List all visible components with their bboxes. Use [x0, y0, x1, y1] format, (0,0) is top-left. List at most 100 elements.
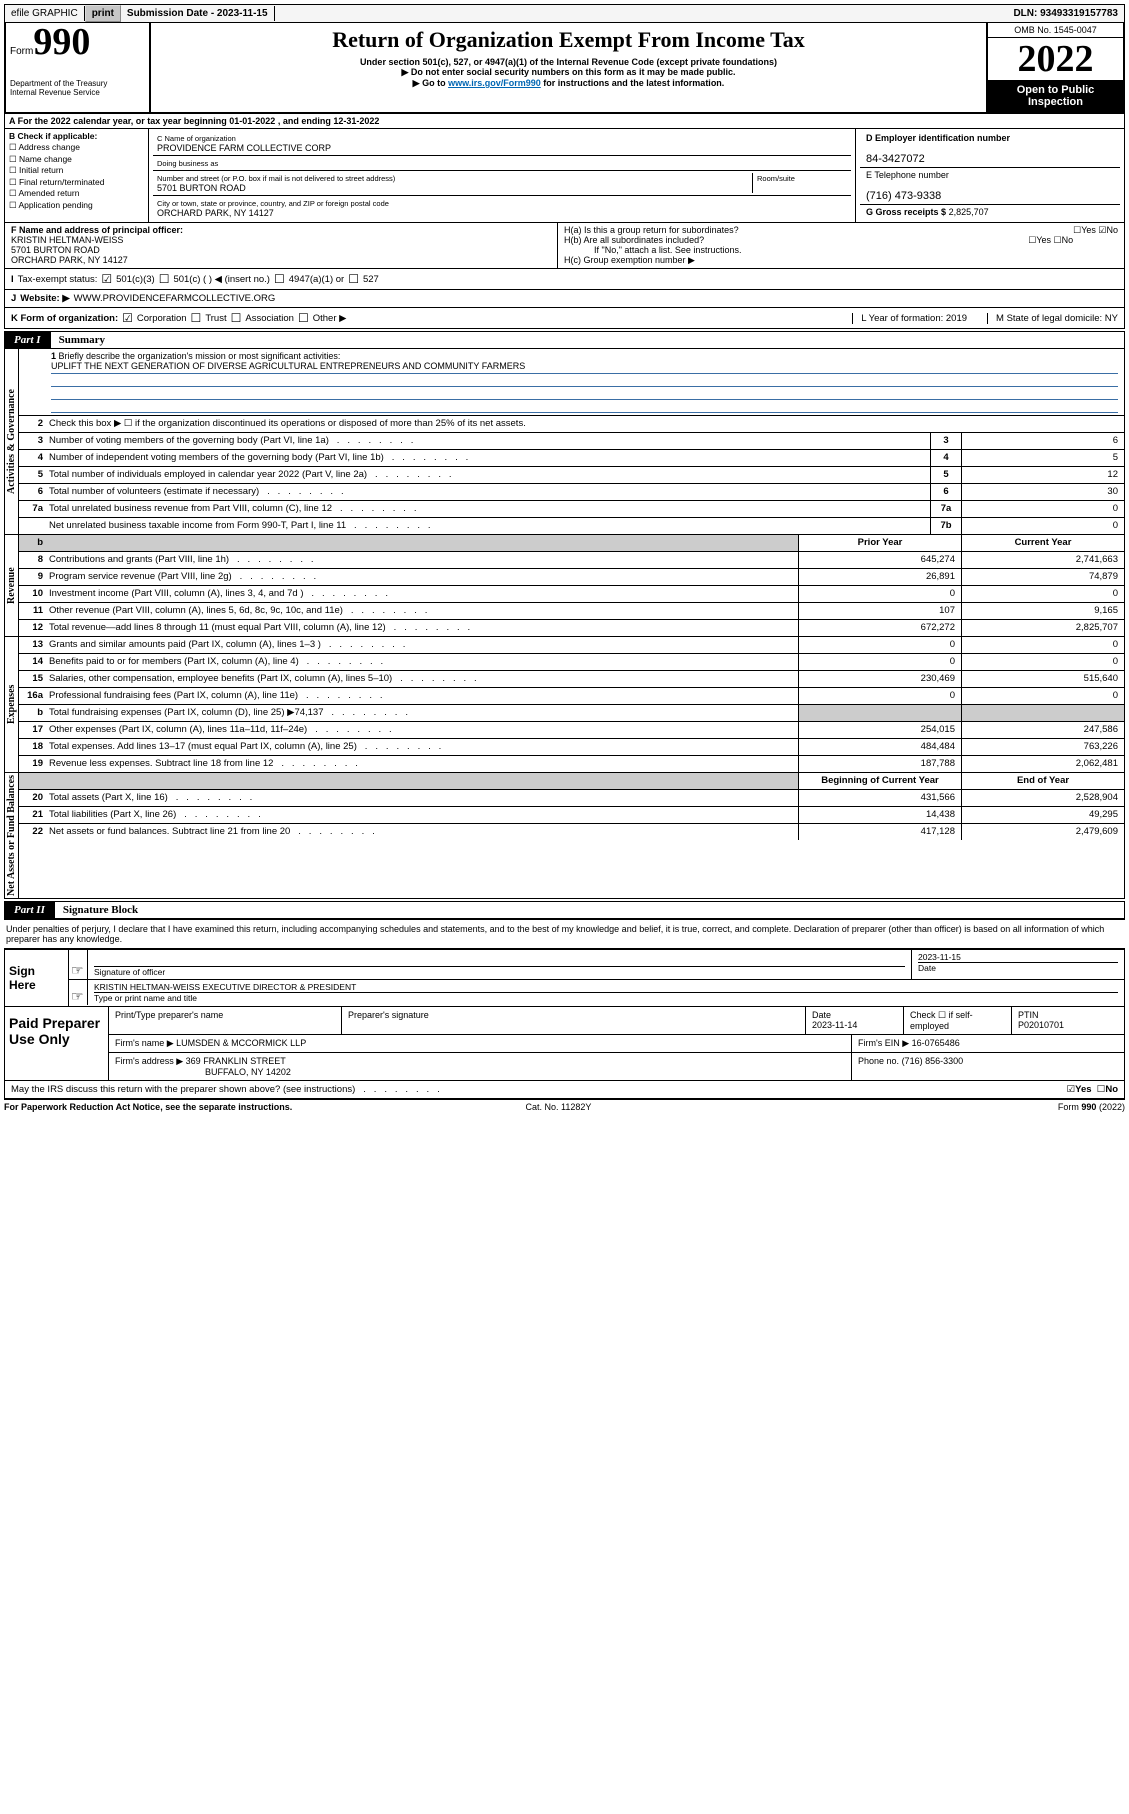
form-number: 990: [33, 25, 90, 59]
chk-4947a1[interactable]: 4947(a)(1) or: [289, 274, 344, 285]
line-7a: 7a Total unrelated business revenue from…: [19, 501, 1124, 518]
dba-label: Doing business as: [157, 159, 218, 168]
vtab-expenses: Expenses: [5, 637, 19, 772]
top-toolbar: efile GRAPHIC print Submission Date - 20…: [4, 4, 1125, 23]
col-end-year: End of Year: [961, 773, 1124, 789]
line-a-tax-year: A For the 2022 calendar year, or tax yea…: [4, 114, 1125, 129]
org-name-label: C Name of organization: [157, 134, 236, 143]
revenue-section: Revenue b Prior Year Current Year 8 Cont…: [4, 535, 1125, 637]
chk-amended-return[interactable]: Amended return: [9, 188, 79, 198]
officer-street: 5701 BURTON ROAD: [11, 245, 100, 255]
officer-city: ORCHARD PARK, NY 14127: [11, 255, 128, 265]
line-10: 10 Investment income (Part VIII, column …: [19, 586, 1124, 603]
may-irs-discuss: May the IRS discuss this return with the…: [4, 1081, 1125, 1099]
chk-initial-return[interactable]: Initial return: [9, 165, 63, 175]
line-19: 19 Revenue less expenses. Subtract line …: [19, 756, 1124, 772]
gross-receipts-label: G Gross receipts $: [866, 207, 946, 217]
form-title-block: Return of Organization Exempt From Incom…: [151, 23, 986, 112]
col-prior-year: Prior Year: [798, 535, 961, 551]
line-21: 21 Total liabilities (Part X, line 26) 1…: [19, 807, 1124, 824]
chk-name-change[interactable]: Name change: [9, 154, 72, 164]
line-12: 12 Total revenue—add lines 8 through 11 …: [19, 620, 1124, 636]
dept-treasury: Department of the Treasury: [10, 79, 145, 88]
pointer-icon: ☞: [69, 950, 88, 979]
chk-final-return[interactable]: Final return/terminated: [9, 177, 105, 187]
firm-phone: (716) 856-3300: [902, 1056, 964, 1066]
preparer-date: 2023-11-14: [812, 1020, 857, 1030]
form-title: Return of Organization Exempt From Incom…: [155, 27, 982, 53]
chk-other[interactable]: Other ▶: [313, 313, 347, 324]
paid-preparer-block: Paid Preparer Use Only Print/Type prepar…: [4, 1007, 1125, 1081]
section-j-website: J Website: ▶ WWW.PROVIDENCEFARMCOLLECTIV…: [4, 290, 1125, 308]
section-f-officer: F Name and address of principal officer:…: [5, 223, 558, 268]
vtab-activities-governance: Activities & Governance: [5, 349, 19, 534]
signature-of-officer-label: Signature of officer: [94, 966, 905, 977]
section-b-checkboxes: B Check if applicable: Address change Na…: [5, 129, 149, 222]
website-value: WWW.PROVIDENCEFARMCOLLECTIVE.ORG: [74, 293, 276, 304]
street-label: Number and street (or P.O. box if mail i…: [157, 174, 395, 183]
chk-application-pending[interactable]: Application pending: [9, 200, 93, 210]
paid-preparer-label: Paid Preparer Use Only: [5, 1007, 109, 1080]
dln: DLN: 93493319157783: [1007, 6, 1124, 21]
line-6: 6 Total number of volunteers (estimate i…: [19, 484, 1124, 501]
form-header: Form 990 Department of the Treasury Inte…: [4, 23, 1125, 114]
instructions-link[interactable]: www.irs.gov/Form990: [448, 78, 541, 88]
print-button[interactable]: print: [85, 5, 121, 22]
section-i-tax-status: I Tax-exempt status: ☑501(c)(3) ☐501(c) …: [4, 269, 1125, 290]
room-label: Room/suite: [757, 174, 795, 183]
vtab-net-assets: Net Assets or Fund Balances: [5, 773, 19, 898]
chk-trust[interactable]: Trust: [205, 313, 226, 324]
entity-info-block: B Check if applicable: Address change Na…: [4, 129, 1125, 223]
chk-association[interactable]: Association: [245, 313, 294, 324]
form-subtitle-2: Do not enter social security numbers on …: [155, 67, 982, 78]
sign-here-block: Sign Here ☞ Signature of officer 2023-11…: [4, 948, 1125, 1007]
chk-address-change[interactable]: Address change: [9, 142, 80, 152]
page-footer: For Paperwork Reduction Act Notice, see …: [4, 1099, 1125, 1112]
line-9: 9 Program service revenue (Part VIII, li…: [19, 569, 1124, 586]
org-name: PROVIDENCE FARM COLLECTIVE CORP: [157, 143, 331, 153]
form-meta-block: OMB No. 1545-0047 2022 Open to Public In…: [986, 23, 1123, 112]
line-4: 4 Number of independent voting members o…: [19, 450, 1124, 467]
preparer-name-label: Print/Type preparer's name: [109, 1007, 342, 1034]
mission-text: UPLIFT THE NEXT GENERATION OF DIVERSE AG…: [51, 361, 1118, 374]
line-1-mission: 1 Briefly describe the organization's mi…: [19, 349, 1124, 416]
form-subtitle-1: Under section 501(c), 527, or 4947(a)(1)…: [155, 57, 982, 67]
net-header-row: Beginning of Current Year End of Year: [19, 773, 1124, 790]
line-18: 18 Total expenses. Add lines 13–17 (must…: [19, 739, 1124, 756]
group-exemption-number: H(c) Group exemption number ▶: [564, 255, 1118, 266]
firm-name: LUMSDEN & MCCORMICK LLP: [176, 1038, 306, 1048]
chk-self-employed[interactable]: Check ☐ if self-employed: [904, 1007, 1012, 1034]
tax-year: 2022: [988, 38, 1123, 80]
org-city: ORCHARD PARK, NY 14127: [157, 208, 274, 218]
form-word: Form: [10, 46, 33, 57]
officer-name-title: KRISTIN HELTMAN-WEISS EXECUTIVE DIRECTOR…: [94, 982, 1118, 992]
cat-no: Cat. No. 11282Y: [526, 1102, 592, 1112]
chk-corporation[interactable]: Corporation: [137, 313, 187, 324]
line-3: 3 Number of voting members of the govern…: [19, 433, 1124, 450]
firm-address: 369 FRANKLIN STREET: [186, 1056, 286, 1066]
chk-501c3[interactable]: 501(c)(3): [116, 274, 155, 285]
gross-receipts-value: 2,825,707: [949, 207, 989, 217]
line-7b: Net unrelated business taxable income fr…: [19, 518, 1124, 534]
chk-527[interactable]: 527: [363, 274, 379, 285]
pointer-icon: ☞: [69, 980, 88, 1005]
activities-governance-section: Activities & Governance 1 Briefly descri…: [4, 349, 1125, 535]
line-16a: 16a Professional fundraising fees (Part …: [19, 688, 1124, 705]
form-subtitle-3: Go to www.irs.gov/Form990 for instructio…: [155, 78, 982, 89]
section-h-group-return: H(a) Is this a group return for subordin…: [558, 223, 1124, 268]
section-d-e-g: D Employer identification number 84-3427…: [856, 129, 1124, 222]
line-13: 13 Grants and similar amounts paid (Part…: [19, 637, 1124, 654]
col-current-year: Current Year: [961, 535, 1124, 551]
phone-label: E Telephone number: [866, 170, 949, 180]
ein-label: D Employer identification number: [866, 133, 1010, 143]
chk-501c[interactable]: 501(c) ( ) ◀ (insert no.): [173, 274, 270, 285]
line-22: 22 Net assets or fund balances. Subtract…: [19, 824, 1124, 840]
ein-value: 84-3427072: [866, 153, 925, 165]
vtab-revenue: Revenue: [5, 535, 19, 636]
preparer-signature-label: Preparer's signature: [342, 1007, 806, 1034]
dept-irs: Internal Revenue Service: [10, 88, 145, 97]
phone-value: (716) 473-9338: [866, 190, 941, 202]
part-i-header: Part I Summary: [4, 331, 1125, 349]
line-2: 2Check this box ▶ ☐ if the organization …: [19, 416, 1124, 433]
line-5: 5 Total number of individuals employed i…: [19, 467, 1124, 484]
